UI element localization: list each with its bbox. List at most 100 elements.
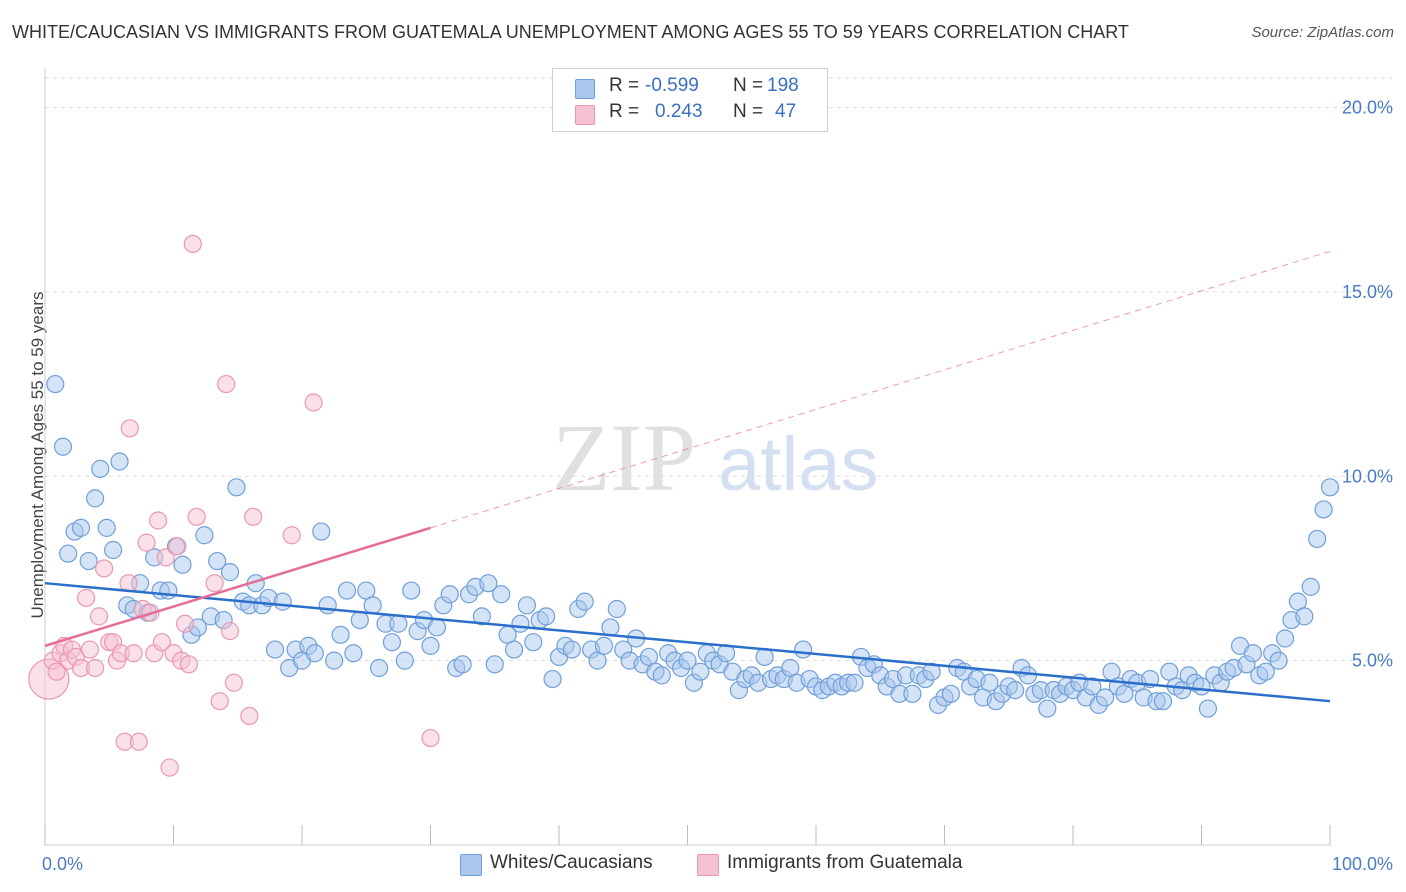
guatemala-point [148,511,168,530]
guatemala-point [282,526,301,545]
whites-point [265,640,285,659]
whites-point [1153,692,1173,711]
whites-point [86,489,105,508]
whites-point [575,592,594,611]
whites-point [524,633,543,652]
guatemala-point [156,548,175,567]
whites-point [1301,577,1320,596]
whites-point [794,640,813,659]
whites-point [312,522,331,541]
guatemala-point [77,588,96,608]
guatemala-point [129,732,148,751]
legend-r-label: R = [609,101,640,122]
guatemala-point [120,419,139,438]
whites-point [1038,699,1057,718]
whites-point [337,581,357,600]
whites-point [395,651,414,670]
whites-point [980,673,999,692]
guatemala-point [89,607,109,626]
legend-r-value: -0.599 [645,75,699,96]
legend-swatch-pink [575,105,595,125]
whites-point [325,651,344,670]
whites-point [91,459,110,478]
whites-point [173,555,192,574]
legend-n-label: N = [733,101,764,122]
guatemala-point [175,614,195,633]
watermark-atlas: atlas [718,422,879,507]
whites-point [537,607,556,626]
whites-point [382,633,402,652]
whites-point [104,540,123,560]
whites-point [305,644,324,663]
whites-point [652,666,671,685]
legend-n-label: N = [733,75,764,96]
whites-point [318,596,337,615]
guatemala-point [187,507,206,526]
whites-point [1006,681,1025,700]
legend-swatch-blue [575,79,595,99]
whites-point [562,640,581,659]
whites-point [511,614,530,633]
whites-point [427,618,447,637]
legend-r-label: R = [609,75,640,96]
whites-point [1320,478,1340,497]
legend-n-value: 198 [767,75,799,96]
guatemala-point [179,655,199,674]
whites-point [1314,500,1333,519]
guatemala-point [220,622,240,641]
whites-point [922,662,941,681]
whites-point [79,551,98,571]
grid-lines [45,77,1392,662]
whites-point [97,518,116,537]
whites-point [594,636,614,655]
chart-title: WHITE/CAUCASIAN VS IMMIGRANTS FROM GUATE… [12,22,1129,42]
guatemala-points [28,234,440,777]
trend-lines [44,250,1331,703]
whites-point [363,596,382,615]
guatemala-point [168,537,187,556]
guatemala-point [95,559,114,578]
whites-point [941,684,961,703]
guatemala-point [80,640,100,659]
whites-point [59,544,78,563]
guatemala-trend-extension [430,250,1331,529]
guatemala-point [183,234,202,254]
whites-point [1256,662,1275,681]
guatemala-point [421,728,440,748]
whites-point [370,658,389,678]
guatemala-point [217,374,236,394]
tick-labels: 5.0% 10.0% 15.0% 20.0% 0.0% 100.0% [42,98,1393,875]
guatemala-point [160,758,179,777]
whites-point [517,596,536,615]
guatemala-point [244,507,263,526]
watermark-zip: ZIP [552,404,696,511]
guatemala-point [86,658,105,678]
legend-r-value: 0.243 [655,101,703,122]
bottom-legend-label: Whites/Caucasians [490,852,653,873]
whites-point [1295,607,1314,626]
whites-point [607,599,626,619]
axes [44,68,1331,846]
bottom-legend-label: Immigrants from Guatemala [727,852,963,873]
whites-point [479,574,498,593]
whites-point [543,669,562,689]
guatemala-point [47,662,66,681]
whites-point [46,374,65,394]
guatemala-point [205,574,224,593]
whites-point [1243,644,1263,663]
legend-n-value: 47 [775,101,797,122]
y-tick-label: 20.0% [1342,98,1393,118]
x-tick-label: 0.0% [42,854,83,874]
guatemala-point [210,692,229,711]
whites-point [691,662,710,681]
whites-point [389,614,408,633]
whites-point [71,518,91,537]
whites-point [485,655,504,674]
whites-point [1308,529,1327,549]
whites-point [1198,699,1218,718]
whites-point [440,585,459,604]
whites-point [227,478,246,497]
whites-point [53,437,73,456]
whites-point [350,610,369,630]
guatemala-point [240,706,259,726]
